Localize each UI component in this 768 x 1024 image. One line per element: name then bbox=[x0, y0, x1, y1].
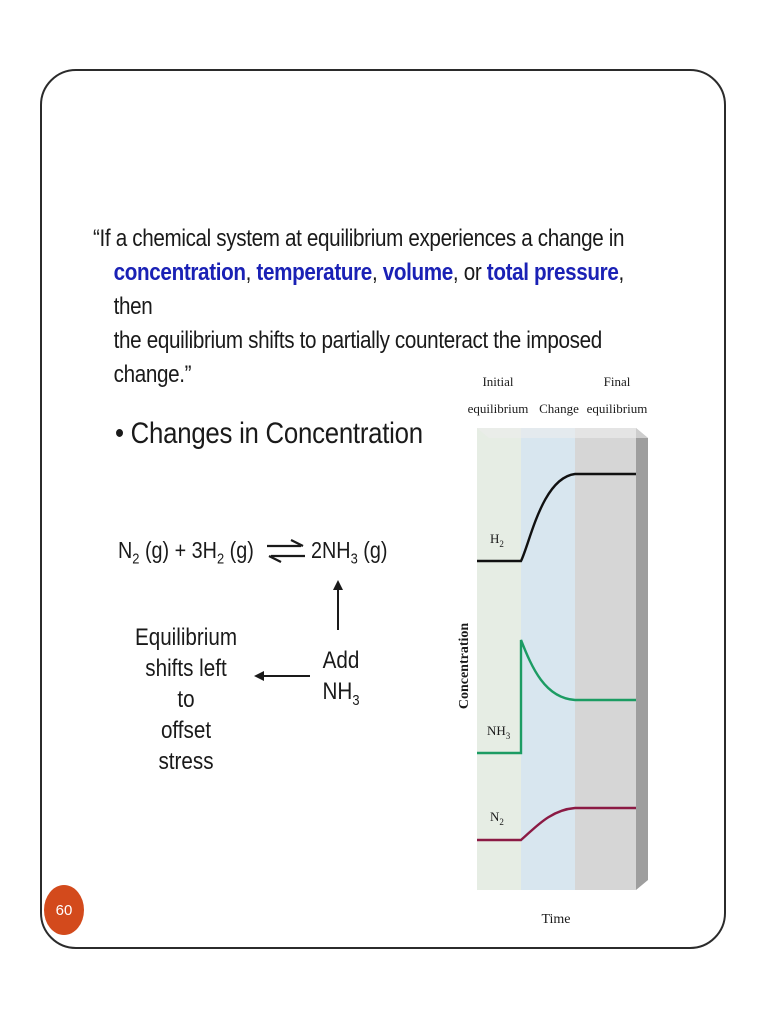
band-final bbox=[575, 428, 636, 890]
label-n2: N2 bbox=[490, 809, 504, 827]
shift-line-3: offset stress bbox=[158, 717, 214, 775]
eq-n2: N bbox=[118, 537, 133, 563]
add-line-1: Add bbox=[322, 647, 360, 674]
quote-separator: , bbox=[371, 259, 383, 286]
y-axis-label: Concentration bbox=[457, 623, 472, 710]
phase-initial-2: equilibrium bbox=[468, 401, 529, 416]
eq-nh3-phase: (g) bbox=[357, 537, 388, 563]
equilibrium-arrows-icon bbox=[267, 539, 305, 563]
shift-line-2: shifts left to bbox=[145, 655, 227, 713]
quote-separator: , or bbox=[452, 259, 487, 286]
label-h2: H2 bbox=[490, 531, 504, 549]
add-nh3-annotation: Add NH3 bbox=[311, 645, 371, 716]
phase-initial-1: Initial bbox=[482, 374, 513, 389]
up-arrow-icon bbox=[333, 580, 343, 630]
phase-final-2: equilibrium bbox=[587, 401, 648, 416]
concentration-time-graph: Initial equilibrium Change Final equilib… bbox=[457, 374, 648, 927]
keyword-concentration: concentration bbox=[113, 259, 246, 286]
le-chatelier-quote: “If a chemical system at equilibrium exp… bbox=[93, 222, 626, 392]
quote-separator: , bbox=[245, 259, 257, 286]
add-nh3-sub: 3 bbox=[352, 691, 360, 709]
shift-annotation: Equilibrium shifts left to offset stress bbox=[134, 622, 237, 777]
band-side-shade bbox=[636, 428, 648, 890]
band-top-shade bbox=[477, 428, 648, 438]
equation-reactants: N2 (g) + 3H2 (g) bbox=[118, 537, 254, 568]
eq-nh3: 2NH bbox=[311, 537, 351, 563]
eq-n2-phase: (g) bbox=[139, 537, 170, 563]
curve-n2 bbox=[477, 806, 636, 842]
shift-line-1: Equilibrium bbox=[134, 624, 238, 651]
eq-nh3-sub: 3 bbox=[350, 550, 358, 568]
phase-final-1: Final bbox=[604, 374, 631, 389]
quote-line-1: “If a chemical system at equilibrium exp… bbox=[93, 225, 625, 252]
add-nh3-text: NH bbox=[322, 678, 353, 705]
left-arrow-icon bbox=[254, 671, 310, 681]
label-nh3: NH3 bbox=[487, 723, 511, 741]
eq-h2-phase: (g) bbox=[224, 537, 254, 563]
slide-frame bbox=[40, 69, 726, 949]
eq-n2-sub: 2 bbox=[132, 550, 140, 568]
keyword-temperature: temperature bbox=[256, 259, 372, 286]
eq-h2-sub: 2 bbox=[216, 550, 225, 568]
bullet-heading: • Changes in Concentration bbox=[115, 417, 423, 450]
equation-product: 2NH3 (g) bbox=[311, 537, 387, 568]
page-number-badge: 60 bbox=[44, 885, 84, 935]
add-line-2: NH3 bbox=[311, 676, 371, 716]
curve-h2 bbox=[477, 472, 636, 563]
keyword-total-pressure: total pressure bbox=[486, 259, 619, 286]
eq-3h2: + 3H bbox=[169, 537, 217, 563]
phase-change: Change bbox=[539, 401, 579, 416]
x-axis-label: Time bbox=[541, 912, 570, 927]
band-initial bbox=[477, 428, 521, 890]
keyword-volume: volume bbox=[382, 259, 454, 286]
quote-line-2-tail: , then bbox=[113, 259, 625, 320]
quote-line-3: the equilibrium shifts to partially coun… bbox=[113, 327, 603, 388]
quote-line-2: concentration, temperature, volume, or t… bbox=[93, 256, 626, 324]
curve-nh3 bbox=[477, 639, 636, 755]
